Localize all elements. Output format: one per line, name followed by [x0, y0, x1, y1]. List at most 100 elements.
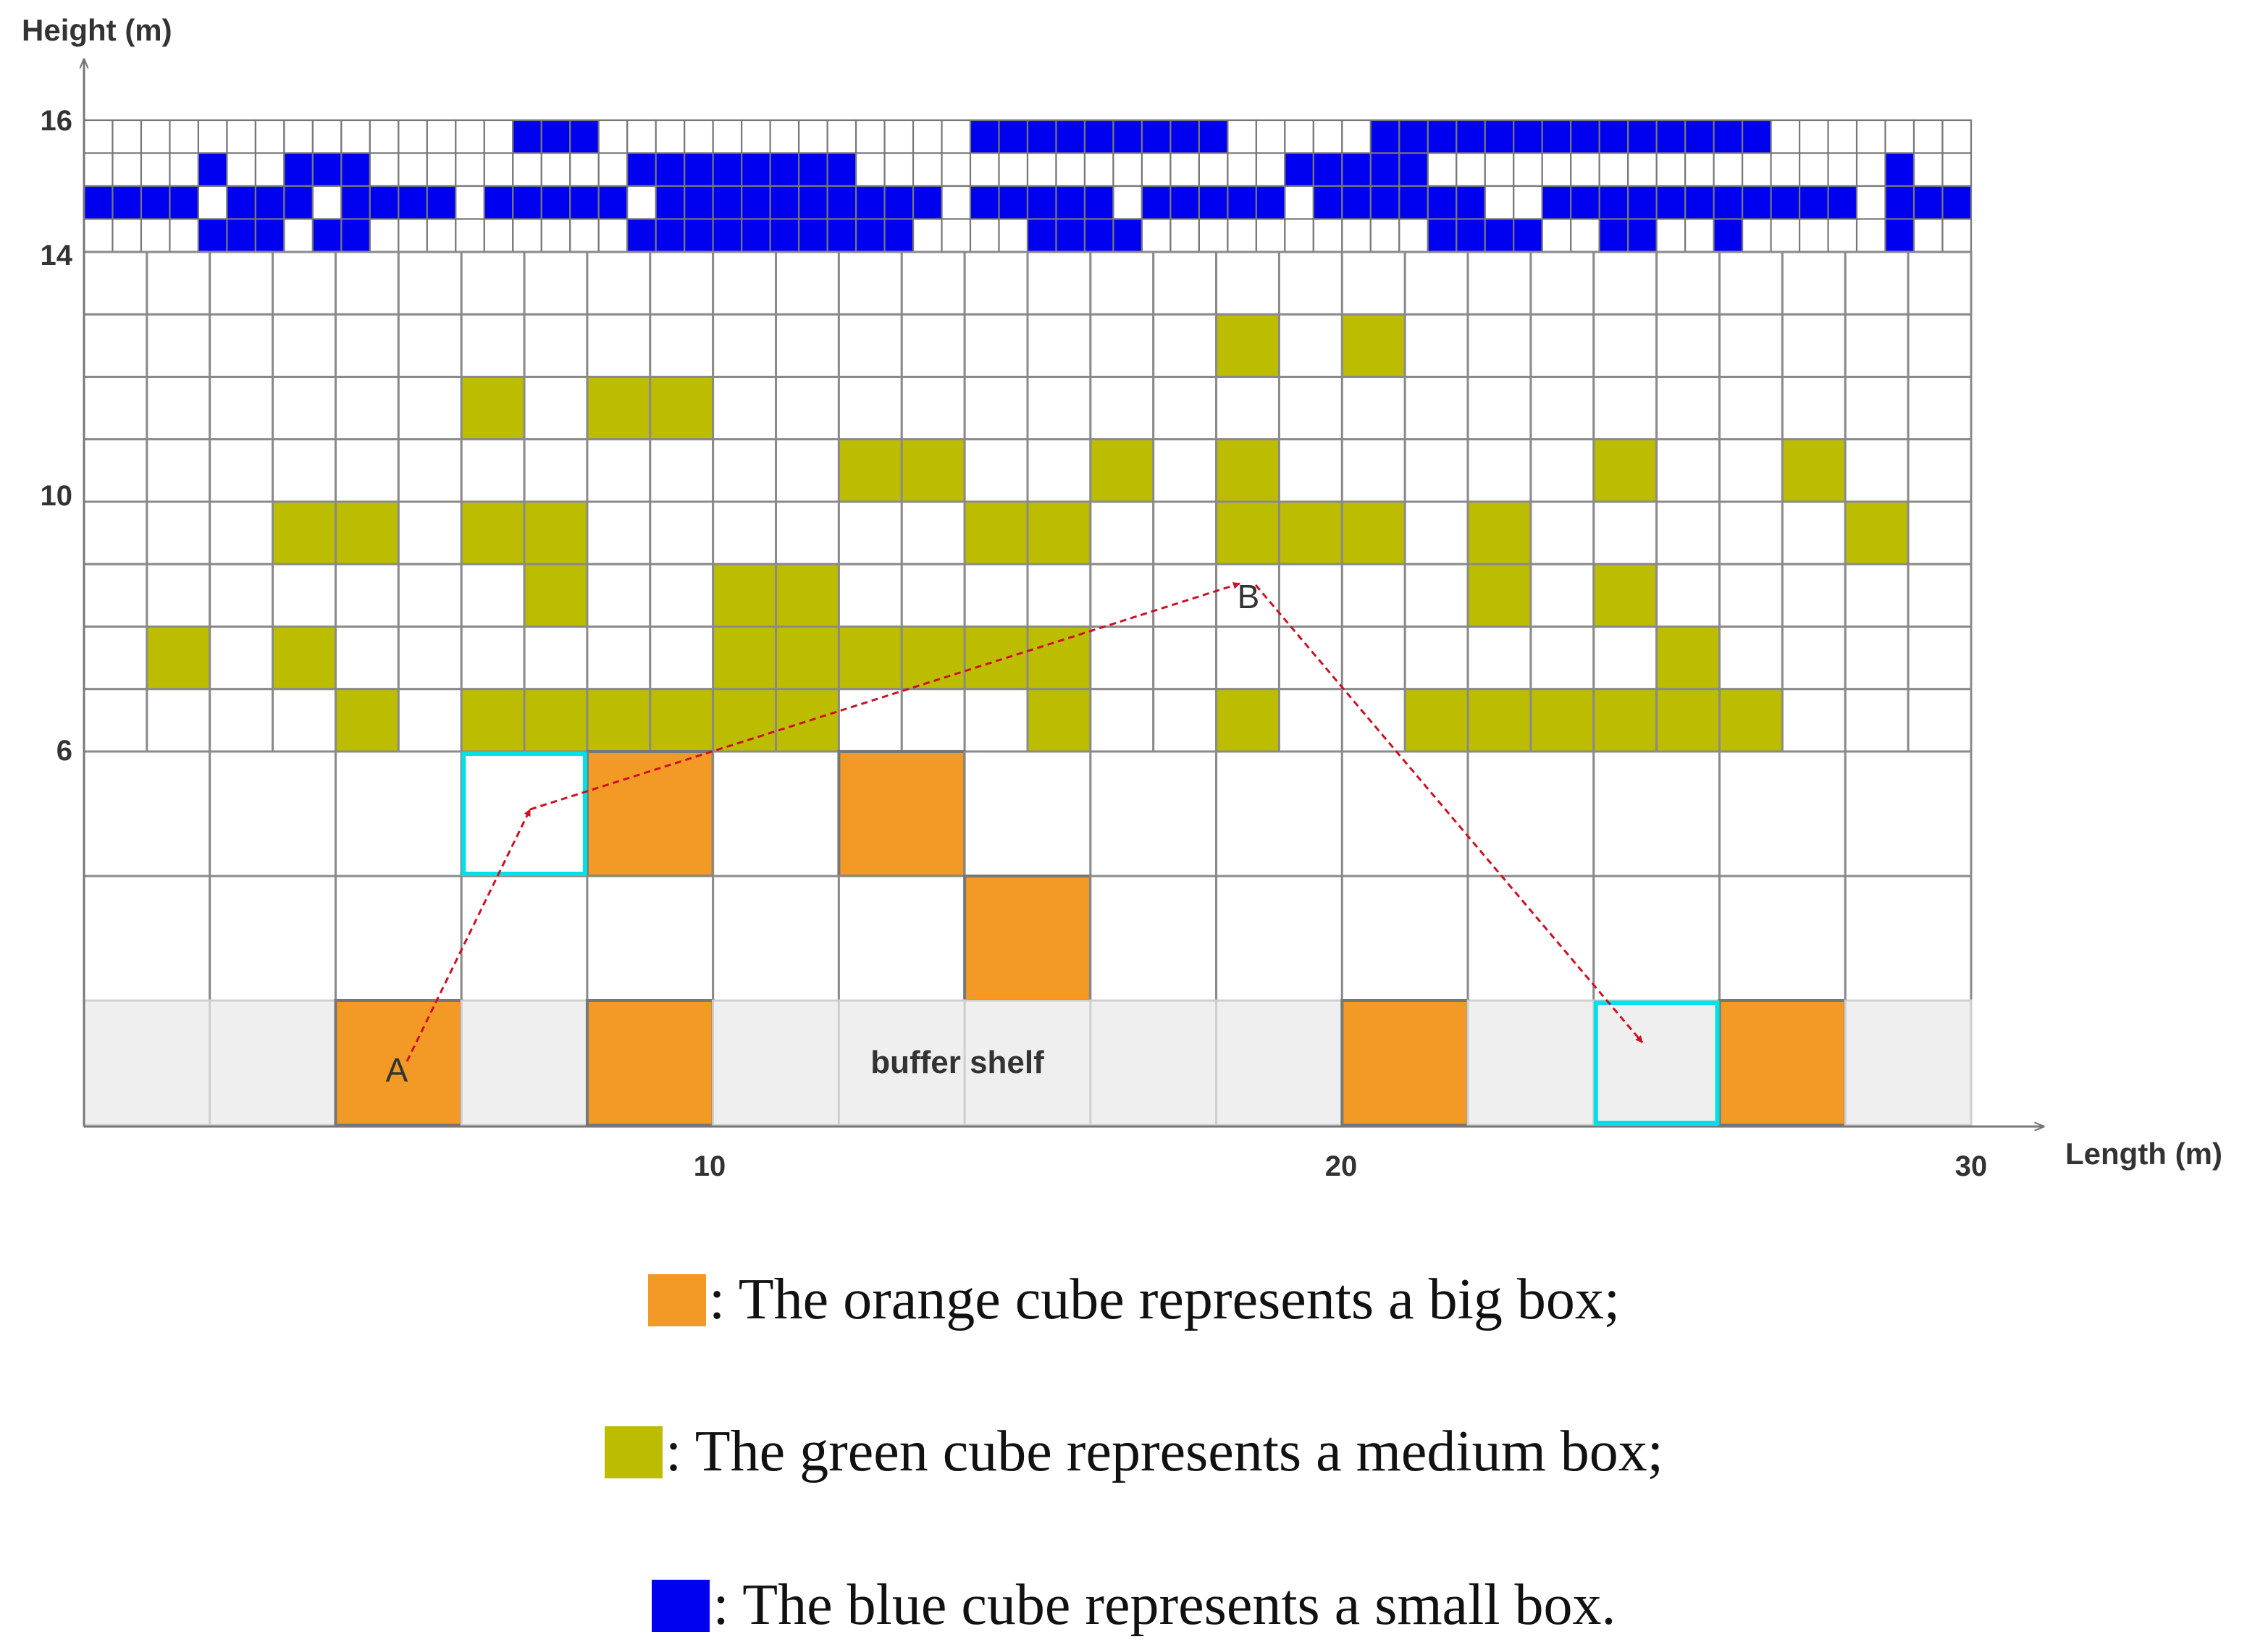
medium-slot: [963, 250, 1029, 316]
medium-slot: [1215, 563, 1280, 628]
medium-slot: [1844, 626, 1910, 691]
medium-slot: [837, 500, 903, 565]
small-box: [626, 152, 657, 188]
small-slot: [626, 119, 657, 154]
medium-box: [649, 688, 715, 753]
medium-slot: [397, 438, 463, 503]
big-slot: [460, 875, 589, 1002]
medium-slot: [1844, 313, 1910, 378]
medium-slot: [1529, 563, 1595, 628]
medium-slot: [146, 500, 211, 565]
medium-slot: [586, 438, 652, 503]
small-slot: [1227, 119, 1257, 154]
medium-box: [1089, 438, 1155, 503]
medium-box: [1466, 563, 1532, 628]
small-box: [1884, 152, 1915, 188]
small-slot: [912, 152, 943, 188]
small-slot: [1827, 218, 1858, 253]
small-box: [1713, 119, 1744, 154]
small-box: [340, 152, 371, 188]
big-slot: [83, 750, 211, 877]
small-slot: [1912, 119, 1944, 154]
small-slot: [941, 218, 972, 253]
small-slot: [769, 119, 800, 154]
small-slot: [941, 152, 972, 188]
medium-box: [334, 688, 400, 753]
small-box: [1513, 218, 1543, 253]
target-slot-upper: [461, 751, 587, 876]
small-box: [540, 185, 571, 220]
small-box: [969, 119, 1000, 154]
small-box: [1484, 218, 1515, 253]
small-slot: [483, 218, 514, 253]
small-box: [684, 185, 714, 220]
small-slot: [1742, 152, 1772, 188]
small-box: [1456, 119, 1486, 154]
small-slot: [1255, 218, 1286, 253]
small-box: [1427, 185, 1458, 220]
buffer-slot: [712, 999, 840, 1127]
small-box: [1341, 152, 1372, 188]
small-slot: [426, 218, 457, 253]
legend-item-medium: : The green cube represents a medium box…: [0, 1419, 2268, 1485]
medium-box: [1718, 688, 1784, 753]
small-box: [197, 152, 228, 188]
small-box: [1369, 152, 1400, 188]
small-slot: [741, 119, 771, 154]
small-box: [254, 218, 285, 253]
medium-slot: [523, 438, 589, 503]
small-slot: [398, 119, 428, 154]
small-slot: [597, 119, 629, 154]
medium-slot: [1340, 688, 1406, 753]
medium-slot: [1026, 563, 1092, 628]
medium-slot: [146, 313, 211, 378]
x-tick-10: 10: [694, 1150, 726, 1182]
medium-slot: [1655, 376, 1721, 441]
medium-box: [523, 688, 589, 753]
medium-slot: [334, 250, 400, 316]
medium-box: [775, 563, 840, 628]
medium-box: [523, 500, 589, 565]
medium-box: [1026, 626, 1092, 691]
medium-slot: [1592, 313, 1658, 378]
small-box: [883, 185, 915, 220]
medium-slot: [1403, 438, 1469, 503]
small-box: [741, 218, 771, 253]
medium-slot: [963, 438, 1029, 503]
small-box: [1112, 218, 1143, 253]
small-box: [512, 119, 542, 154]
big-slot: [1718, 875, 1847, 1002]
medium-slot: [460, 563, 526, 628]
medium-slot: [1781, 313, 1847, 378]
medium-slot: [963, 563, 1029, 628]
small-slot: [1770, 152, 1801, 188]
medium-slot: [1152, 626, 1218, 691]
target-slot-buffer: [1593, 1001, 1720, 1125]
medium-slot: [1026, 376, 1092, 441]
small-box: [712, 218, 743, 253]
small-box: [854, 218, 886, 253]
medium-slot: [146, 563, 211, 628]
small-slot: [1855, 152, 1886, 188]
small-slot: [998, 218, 1029, 253]
small-box: [1884, 218, 1915, 253]
medium-slot: [1152, 500, 1218, 565]
medium-slot: [1655, 563, 1721, 628]
medium-slot: [397, 250, 463, 316]
small-slot: [1513, 152, 1543, 188]
big-slot: [1215, 750, 1343, 877]
medium-slot: [1403, 313, 1469, 378]
small-slot: [483, 152, 514, 188]
small-slot: [1655, 218, 1687, 253]
medium-slot: [1215, 376, 1280, 441]
medium-slot: [1340, 438, 1406, 503]
small-box: [197, 218, 228, 253]
x-tick-30: 30: [1955, 1150, 1988, 1182]
medium-slot: [83, 688, 148, 753]
small-box: [1141, 119, 1172, 154]
medium-slot: [900, 688, 966, 753]
small-slot: [197, 185, 228, 220]
medium-slot: [146, 688, 211, 753]
small-slot: [1112, 185, 1143, 220]
medium-box: [1592, 438, 1658, 503]
